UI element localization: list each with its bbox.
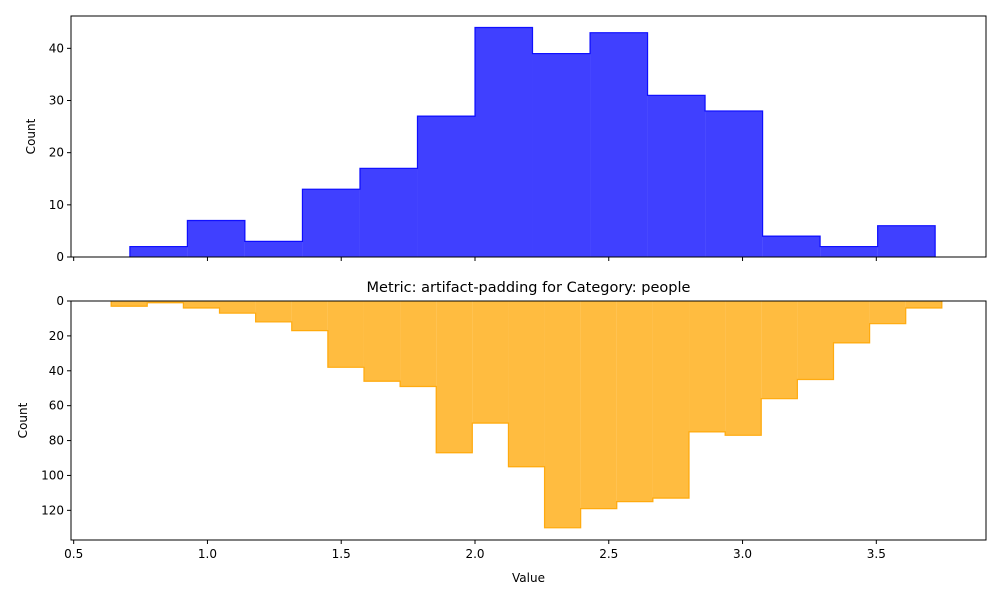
histogram-bar <box>761 301 798 399</box>
histogram-bar <box>647 95 706 257</box>
x-tick-label: 0.5 <box>64 547 83 561</box>
histogram-bar <box>187 220 245 257</box>
histogram-bar <box>833 301 870 343</box>
histogram-bar <box>359 168 418 257</box>
y-tick-label: 30 <box>49 94 64 108</box>
histogram-bar <box>417 116 475 257</box>
x-axis-ticks: 0.5 1.0 1.5 2.0 2.5 3.0 3.5 <box>64 540 886 561</box>
x-tick-label: 2.0 <box>465 547 484 561</box>
histogram-bar <box>689 301 726 432</box>
y-tick-label: 20 <box>49 146 64 160</box>
y-tick-label: 60 <box>49 399 64 413</box>
histogram-bar <box>219 301 256 314</box>
histogram-bar <box>820 246 878 257</box>
y-tick-label: 10 <box>49 198 64 212</box>
x-axis-ticks <box>73 257 877 261</box>
bottom-histogram: 0.5 1.0 1.5 2.0 2.5 3.0 3.5 0 20 40 60 80 100 120 Coun… <box>16 280 987 585</box>
y-tick-label: 100 <box>41 468 64 482</box>
histogram-bar <box>532 53 591 258</box>
y-tick-label: 20 <box>49 329 64 343</box>
histogram-outline <box>110 301 943 529</box>
y-axis-label: Count <box>24 118 38 154</box>
x-tick-label: 3.5 <box>867 547 886 561</box>
histogram-bar <box>111 301 148 307</box>
histogram-bar <box>905 301 942 308</box>
histogram-bar <box>616 301 653 502</box>
histogram-bar <box>363 301 401 382</box>
histogram-bar <box>472 301 509 424</box>
histogram-bar <box>877 225 936 257</box>
chart-title: Metric: artifact-padding for Category: p… <box>367 280 691 296</box>
histogram-bar <box>590 32 648 257</box>
histogram-bar <box>147 301 184 303</box>
histogram-bar <box>474 27 533 258</box>
y-tick-label: 120 <box>41 503 64 517</box>
y-tick-label: 40 <box>49 364 64 378</box>
histogram-bar <box>255 301 292 322</box>
x-tick-label: 3.0 <box>733 547 752 561</box>
histogram-bar <box>580 301 617 509</box>
histogram-bar <box>327 301 364 368</box>
histogram-outline <box>129 26 936 257</box>
x-tick-label: 1.0 <box>198 547 217 561</box>
histogram-bar <box>302 189 360 257</box>
histogram-bars <box>129 27 936 258</box>
histogram-bar <box>762 236 821 257</box>
axes-frame <box>70 300 987 541</box>
histogram-bar <box>436 301 473 453</box>
histogram-bar <box>797 301 834 380</box>
histogram-bar <box>400 301 437 387</box>
y-axis-ticks: 0 10 20 30 40 <box>49 41 71 264</box>
histogram-bar <box>129 246 188 257</box>
y-tick-label: 0 <box>56 250 64 264</box>
y-axis-label: Count <box>16 402 30 438</box>
x-tick-label: 2.5 <box>599 547 618 561</box>
histogram-bar <box>869 301 906 324</box>
y-tick-label: 40 <box>49 41 64 55</box>
y-axis-ticks: 0 20 40 60 80 100 120 <box>41 294 71 517</box>
top-histogram: 0 10 20 30 40 Count <box>24 15 987 264</box>
histogram-bar <box>183 301 220 308</box>
y-tick-label: 0 <box>56 294 64 308</box>
histogram-bar <box>244 241 303 257</box>
histogram-bar <box>705 110 763 257</box>
x-tick-label: 1.5 <box>332 547 351 561</box>
axes-frame <box>70 15 987 258</box>
histogram-bar <box>291 301 328 331</box>
histogram-bar <box>544 301 581 528</box>
y-tick-label: 80 <box>49 434 64 448</box>
histogram-bar <box>725 301 762 436</box>
histogram-bars <box>111 301 942 528</box>
histogram-bar <box>652 301 690 499</box>
histogram-bar <box>508 301 545 467</box>
x-axis-label: Value <box>512 571 545 585</box>
